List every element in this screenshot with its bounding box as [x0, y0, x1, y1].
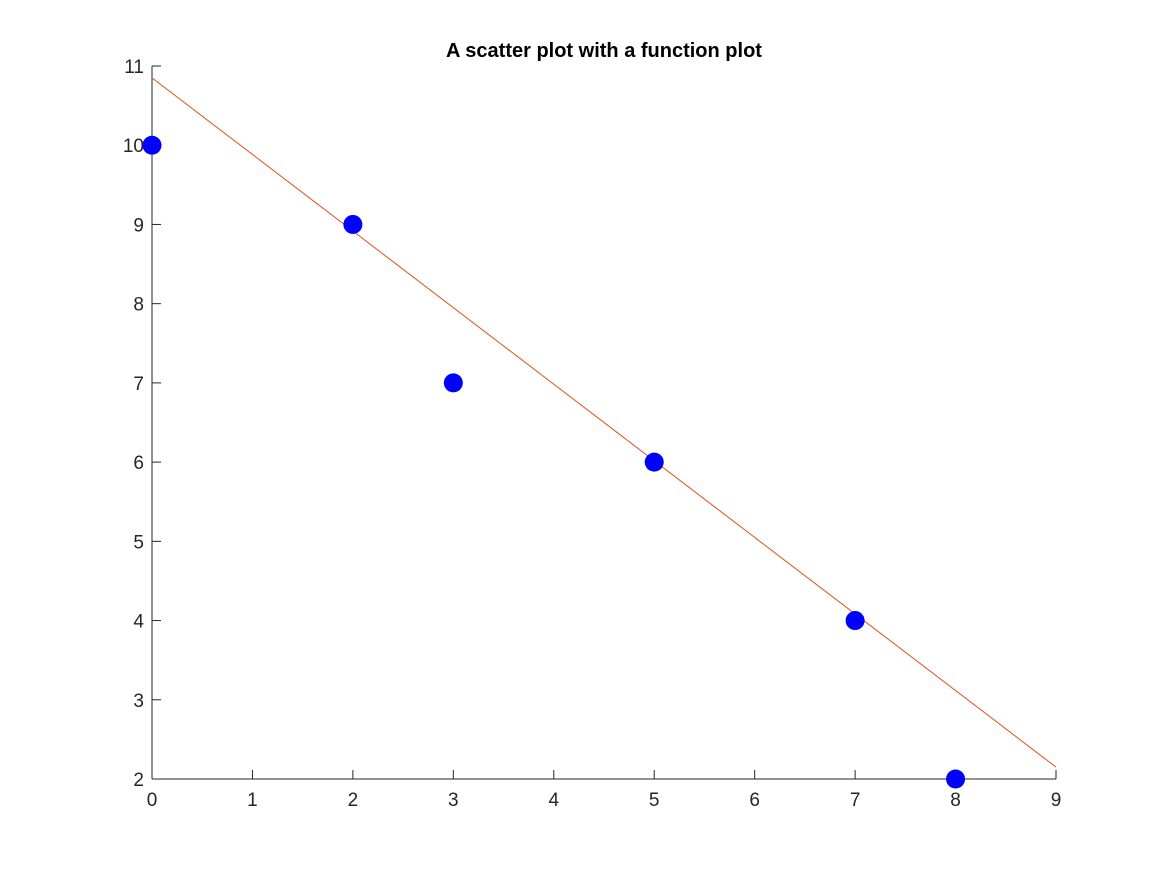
y-tick-label: 8	[133, 295, 144, 316]
x-tick-label: 0	[147, 790, 158, 811]
y-tick-label: 2	[133, 770, 144, 791]
y-tick-label: 10	[123, 136, 144, 157]
x-tick-label: 7	[850, 790, 861, 811]
y-tick-label: 3	[133, 691, 144, 712]
x-tick-label: 6	[749, 790, 760, 811]
scatter-point	[443, 373, 463, 393]
chart-title: A scatter plot with a function plot	[446, 40, 762, 62]
y-tick-label: 5	[133, 532, 144, 553]
y-tick-label: 11	[124, 57, 144, 78]
x-tick-label: 8	[950, 790, 961, 811]
scatter-points-layer	[142, 135, 966, 789]
y-tick-label: 6	[133, 453, 144, 474]
y-axis-ticks: 2 3 4 5 6 7 8 9 10 11	[123, 57, 161, 791]
x-tick-label: 5	[649, 790, 660, 811]
y-tick-label: 7	[133, 374, 144, 395]
scatter-point	[946, 769, 966, 789]
scatter-point	[644, 452, 664, 472]
x-axis-ticks: 0 1 2 3 4 5 6 7 8 9	[147, 770, 1062, 811]
function-plot-layer	[151, 77, 1057, 768]
axes	[151, 66, 1056, 780]
y-tick-label: 4	[133, 612, 144, 633]
scatter-point	[845, 611, 865, 631]
scatter-point	[343, 214, 363, 234]
scatter-point	[142, 135, 162, 155]
x-tick-label: 9	[1051, 790, 1062, 811]
x-tick-label: 2	[348, 790, 359, 811]
y-tick-label: 9	[133, 215, 144, 236]
function-line	[151, 77, 1057, 768]
x-tick-label: 1	[247, 790, 258, 811]
x-tick-label: 3	[448, 790, 459, 811]
x-tick-label: 4	[548, 790, 559, 811]
